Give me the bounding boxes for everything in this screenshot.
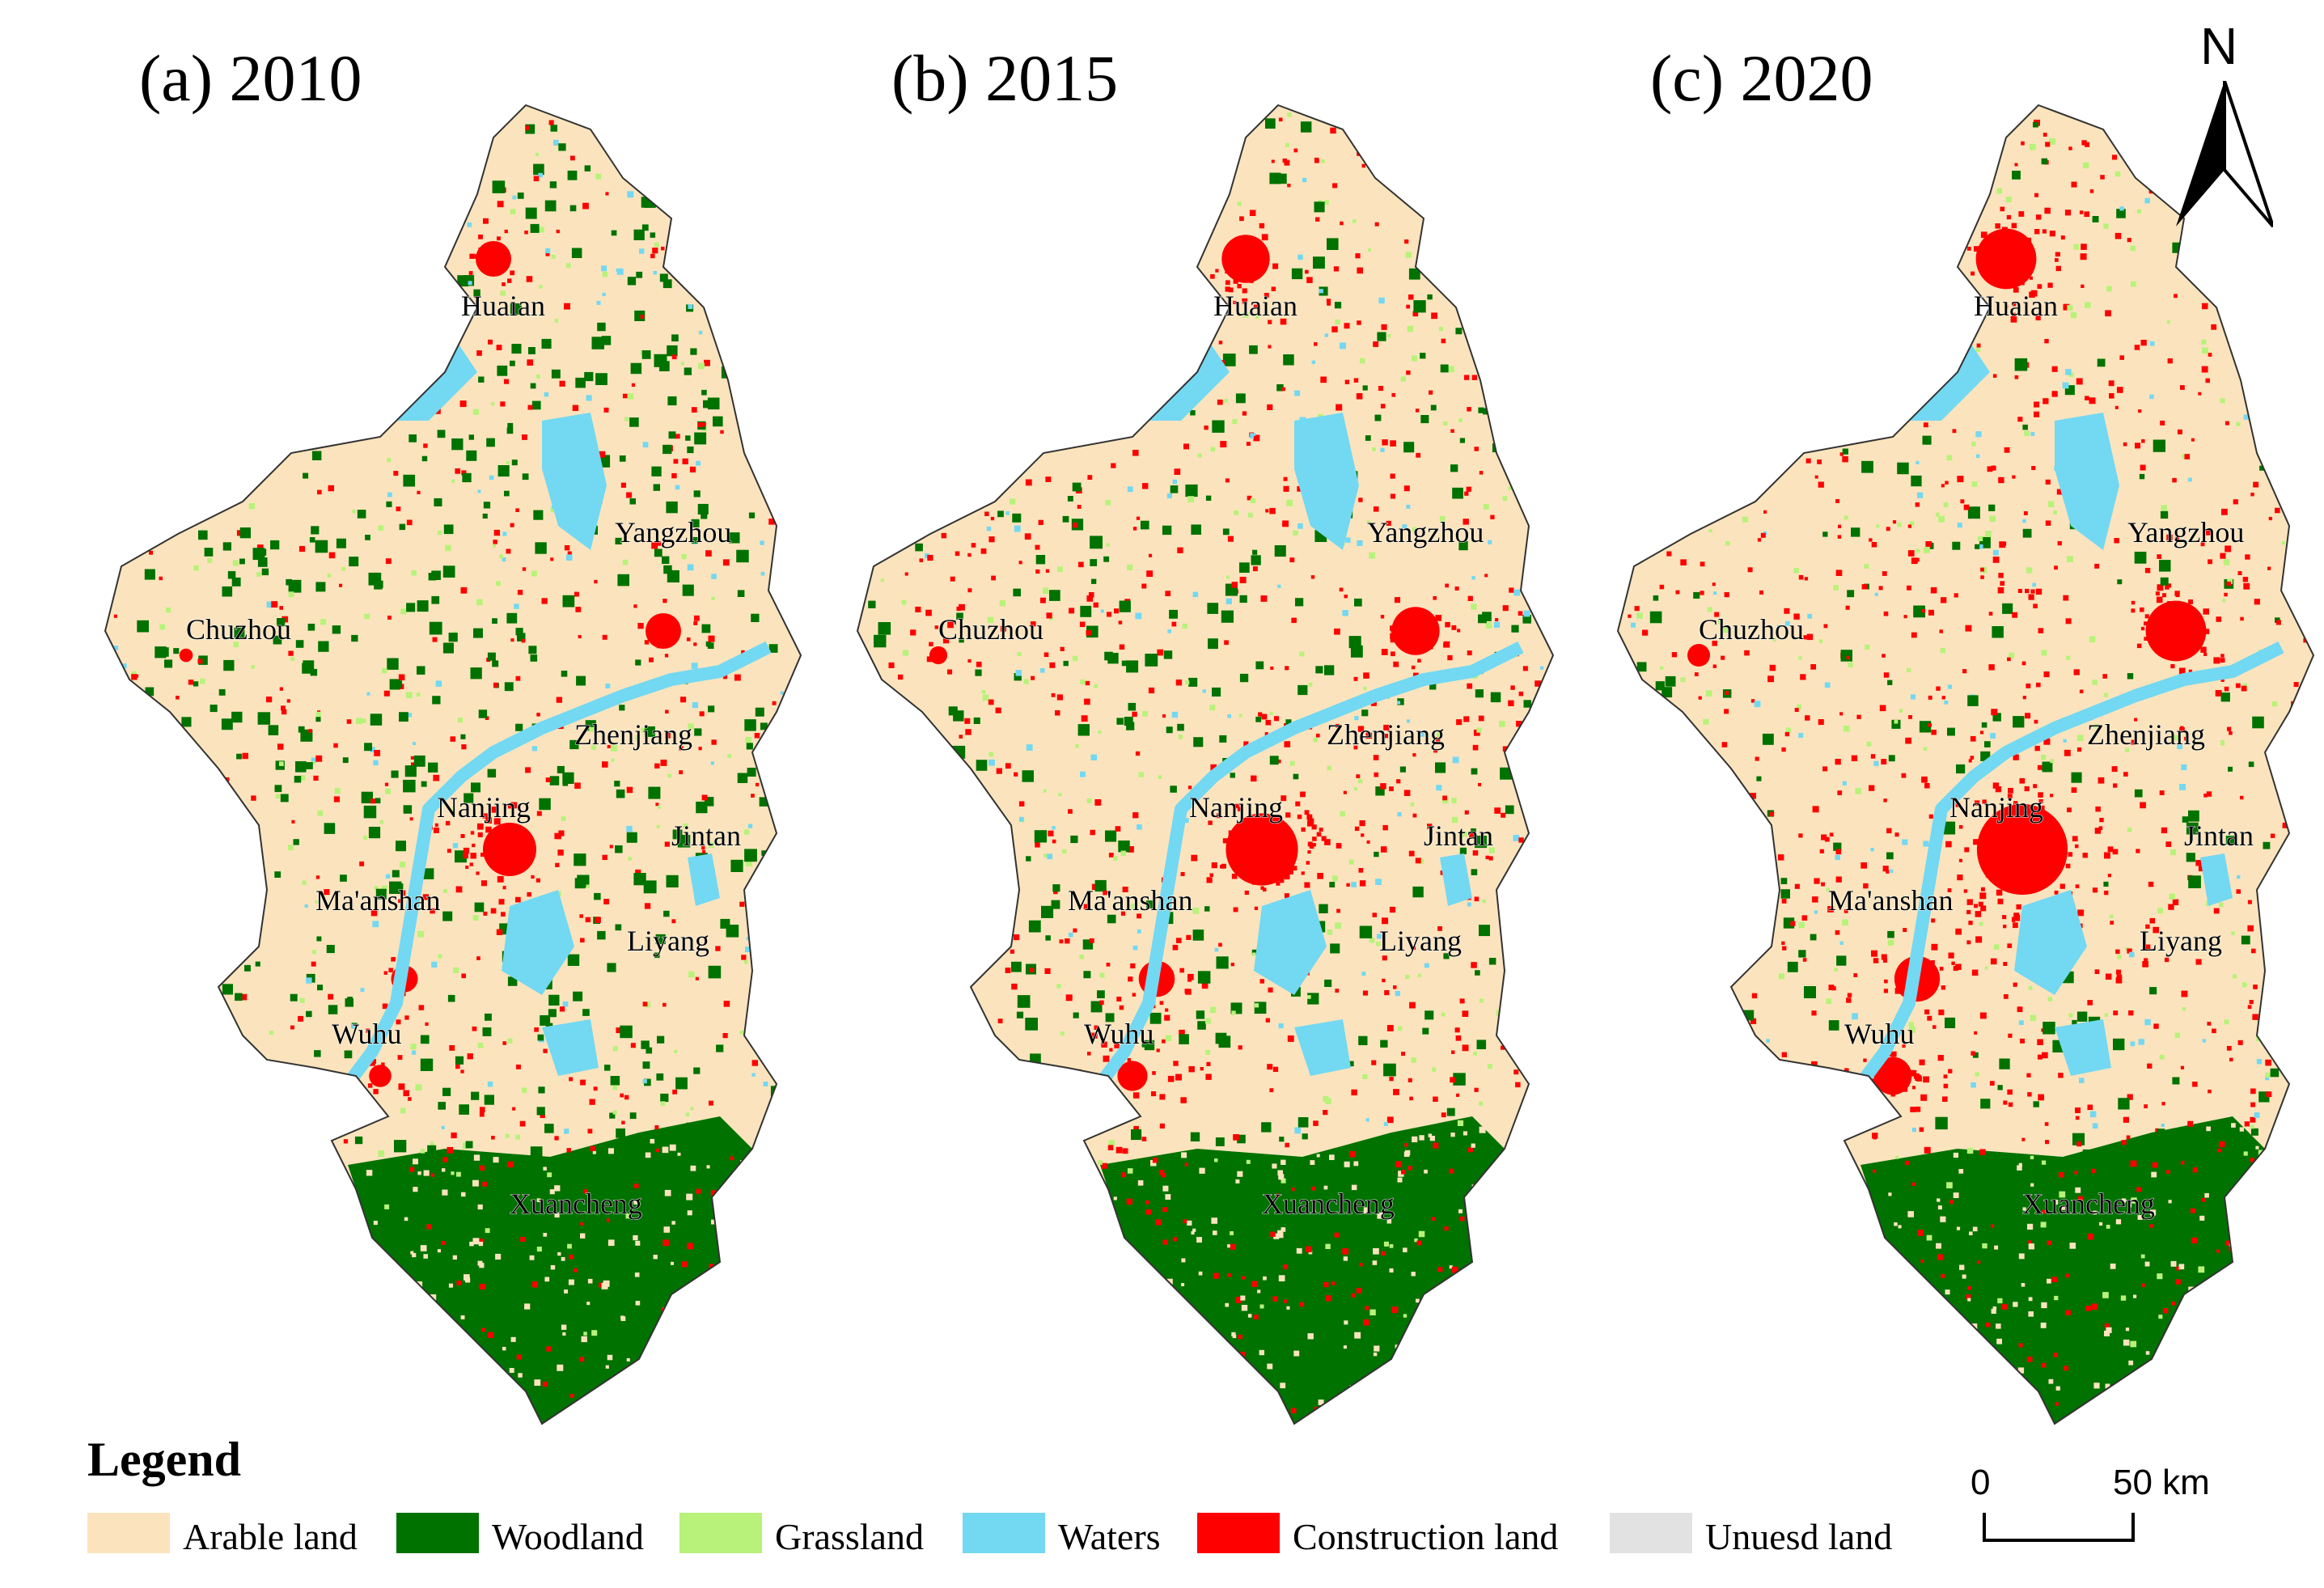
- city-label-xuancheng: Xuancheng: [510, 1188, 642, 1220]
- city-label-huaian: Huaian: [461, 290, 545, 322]
- map-panel-b: Huaian Yangzhou Chuzhou Zhenjiang Nanjing Jin…: [856, 104, 1555, 1425]
- urban-core: [483, 823, 536, 876]
- water-body: [2014, 890, 2087, 995]
- city-label-maanshan: Ma'anshan: [1828, 884, 1953, 917]
- city-label-zhenjiang: Zhenjiang: [2087, 718, 2205, 751]
- city-label-wuhu: Wuhu: [1844, 1018, 1915, 1050]
- urban-core: [1975, 228, 2037, 290]
- legend-swatch-construction: [1197, 1513, 1280, 1553]
- yangtze-river: [1094, 641, 1524, 1088]
- city-label-yangzhou: Yangzhou: [1367, 516, 1484, 548]
- urban-core: [2145, 600, 2207, 662]
- region-arable-base: [857, 105, 1553, 1424]
- yangtze-river: [342, 641, 772, 1088]
- urban-core: [646, 613, 681, 649]
- city-label-maanshan: Ma'anshan: [1068, 884, 1192, 917]
- water-body: [1254, 890, 1327, 995]
- city-label-wuhu: Wuhu: [332, 1018, 402, 1050]
- city-label-xuancheng: Xuancheng: [2022, 1188, 2155, 1220]
- city-label-nanjing: Nanjing: [1189, 791, 1283, 824]
- water-body: [2055, 413, 2119, 550]
- scale-bar: [1983, 1513, 2135, 1542]
- water-body: [1294, 413, 1359, 550]
- woodland-south: [348, 1116, 752, 1424]
- urban-core: [1221, 235, 1270, 283]
- panel-title-a: (a) 2010: [139, 41, 362, 115]
- water-body: [688, 853, 720, 906]
- city-label-chuzhou: Chuzhou: [938, 613, 1043, 646]
- city-label-liyang: Liyang: [1379, 925, 1462, 957]
- water-body: [542, 413, 607, 550]
- city-label-jintan: Jintan: [1424, 819, 1493, 852]
- legend-swatch-unused: [1610, 1513, 1692, 1553]
- city-label-nanjing: Nanjing: [437, 791, 531, 824]
- urban-core: [179, 648, 193, 663]
- legend-label-grassland: Grassland: [775, 1516, 924, 1557]
- city-label-jintan: Jintan: [2184, 819, 2254, 852]
- urban-core: [369, 1065, 392, 1087]
- city-label-zhenjiang: Zhenjiang: [1327, 718, 1445, 751]
- region-arable-base: [105, 105, 801, 1424]
- city-label-huaian: Huaian: [1974, 290, 2058, 322]
- urban-core: [1225, 813, 1298, 886]
- city-label-xuancheng: Xuancheng: [1262, 1188, 1395, 1220]
- urban-core: [1391, 607, 1440, 655]
- legend-label-construction: Construction land: [1293, 1516, 1559, 1557]
- region-outline: [104, 104, 802, 1425]
- legend-label-waters: Waters: [1058, 1516, 1161, 1557]
- city-label-zhenjiang: Zhenjiang: [574, 718, 692, 751]
- woodland-south: [1100, 1116, 1505, 1424]
- city-label-maanshan: Ma'anshan: [315, 884, 440, 917]
- water-body: [502, 890, 574, 995]
- scale-bar-start-label: 0: [1971, 1463, 1991, 1502]
- water-body: [2055, 1019, 2111, 1076]
- scale-bar-end-label: 50 km: [2113, 1463, 2210, 1502]
- yangtze-river: [1855, 641, 2284, 1088]
- water-body: [2200, 853, 2233, 906]
- region-arable-base: [1618, 105, 2313, 1424]
- panel-title-b: (b) 2015: [891, 41, 1119, 115]
- legend-swatch-grassland: [679, 1513, 762, 1553]
- urban-core: [1976, 803, 2068, 896]
- legend-title: Legend: [87, 1433, 242, 1486]
- city-label-yangzhou: Yangzhou: [2127, 516, 2244, 548]
- water-body: [542, 1019, 599, 1076]
- map-panel-a: Huaian Yangzhou Chuzhou Zhenjiang Nanjing Jin…: [104, 104, 802, 1425]
- city-label-yangzhou: Yangzhou: [615, 516, 731, 548]
- city-label-wuhu: Wuhu: [1084, 1018, 1154, 1050]
- urban-core: [1687, 644, 1710, 667]
- north-arrow-label: N: [2200, 17, 2238, 75]
- city-label-jintan: Jintan: [671, 819, 741, 852]
- north-arrow-icon: [2176, 81, 2273, 228]
- map-panel-c: Huaian Yangzhou Chuzhou Zhenjiang Nanjing Jin…: [1616, 104, 2315, 1425]
- legend-label-arable: Arable land: [183, 1516, 358, 1557]
- legend-swatch-arable: [87, 1513, 170, 1553]
- urban-core: [929, 646, 948, 665]
- urban-core: [1117, 1061, 1148, 1091]
- water-body: [1440, 853, 1472, 906]
- city-label-nanjing: Nanjing: [1949, 791, 2043, 824]
- region-outline: [856, 104, 1555, 1425]
- city-label-liyang: Liyang: [2140, 925, 2222, 957]
- urban-core: [476, 241, 511, 277]
- city-label-liyang: Liyang: [627, 925, 709, 957]
- city-label-huaian: Huaian: [1213, 290, 1297, 322]
- legend-swatch-waters: [963, 1513, 1045, 1553]
- legend-label-woodland: Woodland: [492, 1516, 644, 1557]
- legend-swatch-woodland: [396, 1513, 479, 1553]
- city-label-chuzhou: Chuzhou: [186, 613, 291, 646]
- water-body: [1294, 1019, 1351, 1076]
- legend-label-unused: Unuesd land: [1705, 1516, 1893, 1557]
- panel-title-c: (c) 2020: [1650, 41, 1873, 115]
- urban-core: [1873, 1057, 1912, 1095]
- region-outline: [1616, 104, 2315, 1425]
- woodland-south: [1860, 1116, 2265, 1424]
- city-label-chuzhou: Chuzhou: [1699, 613, 1804, 646]
